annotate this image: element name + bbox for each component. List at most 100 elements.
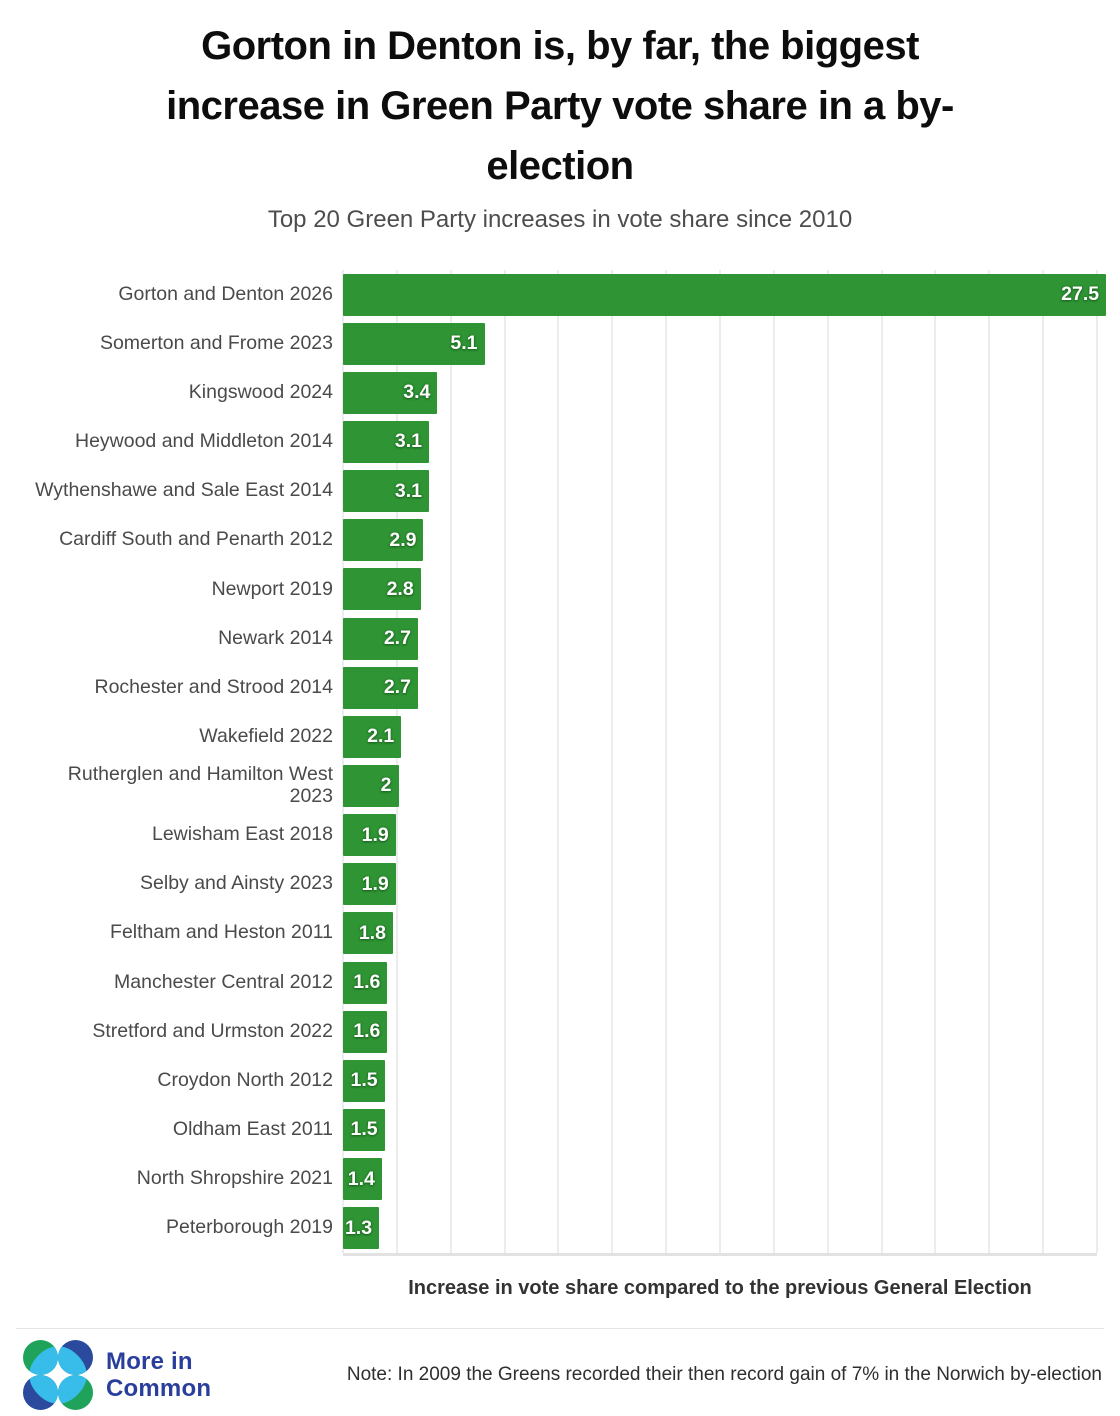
bar-row: Heywood and Middleton 2014 3.1 <box>0 417 1120 466</box>
brand-name: More in Common <box>106 1348 212 1402</box>
value-label: 2 <box>380 774 392 797</box>
bar-track: 1.6 <box>343 1010 1120 1053</box>
value-label: 2.7 <box>383 627 411 650</box>
category-label: Somerton and Frome 2023 <box>99 331 333 354</box>
category-label: Heywood and Middleton 2014 <box>74 430 333 453</box>
bar-row: Manchester Central 2012 1.6 <box>0 958 1120 1007</box>
category-label: Rutherglen and Hamilton West 2023 <box>67 763 333 807</box>
gridline <box>1096 270 1098 1253</box>
bar-row: Gorton and Denton 2026 27.5 <box>0 270 1120 319</box>
gridline <box>1042 270 1045 1253</box>
bar-track: 1.3 <box>343 1207 1120 1250</box>
bar-row: Oldham East 2011 1.5 <box>0 1105 1120 1154</box>
value-label: 1.6 <box>353 1020 381 1043</box>
category-label: Gorton and Denton 2026 <box>118 282 333 305</box>
category-label: Manchester Central 2012 <box>114 970 333 993</box>
bar-row: Rutherglen and Hamilton West 2023 2 <box>0 761 1120 810</box>
bar: 1.9 <box>343 814 396 857</box>
bar-row: Lewisham East 2018 1.9 <box>0 811 1120 860</box>
bar: 2.7 <box>343 666 418 709</box>
category-label: Wakefield 2022 <box>199 724 333 747</box>
value-label: 2.1 <box>367 725 395 748</box>
bar-row: Selby and Ainsty 2023 1.9 <box>0 860 1120 909</box>
category-label: Croydon North 2012 <box>157 1068 333 1091</box>
category-label: Rochester and Strood 2014 <box>94 675 334 698</box>
bar-track: 2.7 <box>343 666 1120 709</box>
category-label: Stretford and Urmston 2022 <box>92 1019 333 1042</box>
bar-track: 2.9 <box>343 519 1120 562</box>
bar: 1.5 <box>343 1108 385 1151</box>
gridline <box>342 270 344 1253</box>
value-label: 27.5 <box>1061 283 1100 306</box>
bar: 2 <box>343 764 399 807</box>
bar-track: 1.9 <box>343 814 1120 857</box>
gridline <box>719 270 721 1253</box>
bar-track: 2 <box>343 764 1120 807</box>
bar: 1.6 <box>343 1010 388 1053</box>
bar: 2.9 <box>343 519 424 562</box>
bar: 1.9 <box>343 863 396 906</box>
more-in-common-logo <box>23 1340 93 1410</box>
category-label: North Shropshire 2021 <box>136 1167 333 1190</box>
category-label: Newark 2014 <box>218 626 333 649</box>
bar-track: 3.1 <box>343 420 1120 463</box>
bar-row: Feltham and Heston 2011 1.8 <box>0 909 1120 958</box>
gridline <box>503 270 506 1253</box>
footer-divider <box>16 1328 1104 1329</box>
bar-row: Newport 2019 2.8 <box>0 565 1120 614</box>
bar: 1.4 <box>343 1158 382 1201</box>
bar-row: Cardiff South and Penarth 2012 2.9 <box>0 516 1120 565</box>
value-label: 3.1 <box>394 430 423 453</box>
value-label: 1.8 <box>358 921 386 944</box>
gridline <box>557 270 560 1253</box>
category-label: Lewisham East 2018 <box>151 823 333 846</box>
category-label: Wythenshawe and Sale East 2014 <box>35 479 333 502</box>
value-label: 1.9 <box>361 823 389 846</box>
gridline <box>934 270 937 1253</box>
value-label: 2.7 <box>383 676 411 699</box>
value-label: 2.8 <box>386 577 414 600</box>
value-label: 1.3 <box>344 1216 373 1239</box>
category-label: Kingswood 2024 <box>188 380 333 403</box>
category-label: Cardiff South and Penarth 2012 <box>59 528 333 551</box>
gridline <box>880 270 883 1253</box>
bar: 1.5 <box>343 1059 385 1102</box>
gridline <box>395 270 398 1253</box>
bar-row: Rochester and Strood 2014 2.7 <box>0 663 1120 712</box>
value-label: 1.4 <box>347 1167 375 1190</box>
bar-row: Somerton and Frome 2023 5.1 <box>0 319 1120 368</box>
category-label: Peterborough 2019 <box>166 1216 333 1239</box>
bar-rows: Gorton and Denton 2026 27.5 Somerton and F… <box>0 270 1120 1253</box>
footnote: Note: In 2009 the Greens recorded their … <box>346 1364 1102 1385</box>
gridline <box>826 270 829 1253</box>
bar: 1.6 <box>343 961 388 1004</box>
page-title: Gorton in Denton is, by far, the biggest… <box>166 24 954 188</box>
bar: 5.1 <box>343 322 485 365</box>
bar: 2.7 <box>343 617 418 660</box>
bar-track: 1.6 <box>343 961 1120 1004</box>
chart-subtitle: Top 20 Green Party increases in vote sha… <box>267 206 853 233</box>
value-label: 1.6 <box>353 971 381 994</box>
bar-track: 3.4 <box>343 371 1120 414</box>
bar-row: Stretford and Urmston 2022 1.6 <box>0 1007 1120 1056</box>
bar-row: Wakefield 2022 2.1 <box>0 712 1120 761</box>
gridline <box>665 270 668 1253</box>
value-label: 3.4 <box>403 381 431 404</box>
value-label: 5.1 <box>450 332 478 355</box>
bar-track: 2.7 <box>343 617 1120 660</box>
x-axis-line <box>343 1253 1097 1256</box>
bar-row: Croydon North 2012 1.5 <box>0 1056 1120 1105</box>
value-label: 2.9 <box>389 528 417 551</box>
category-label: Oldham East 2011 <box>172 1118 333 1141</box>
plot-area <box>342 270 1098 1256</box>
bar: 27.5 <box>343 273 1107 316</box>
bar-track: 1.8 <box>343 912 1120 955</box>
bar-track: 27.5 <box>343 273 1120 316</box>
x-axis-label: Increase in vote share compared to the p… <box>408 1277 1032 1299</box>
value-label: 1.5 <box>350 1118 378 1141</box>
bar: 3.1 <box>343 470 430 513</box>
gridline <box>449 270 452 1253</box>
bar: 1.8 <box>343 912 393 955</box>
value-label: 1.5 <box>350 1069 378 1092</box>
